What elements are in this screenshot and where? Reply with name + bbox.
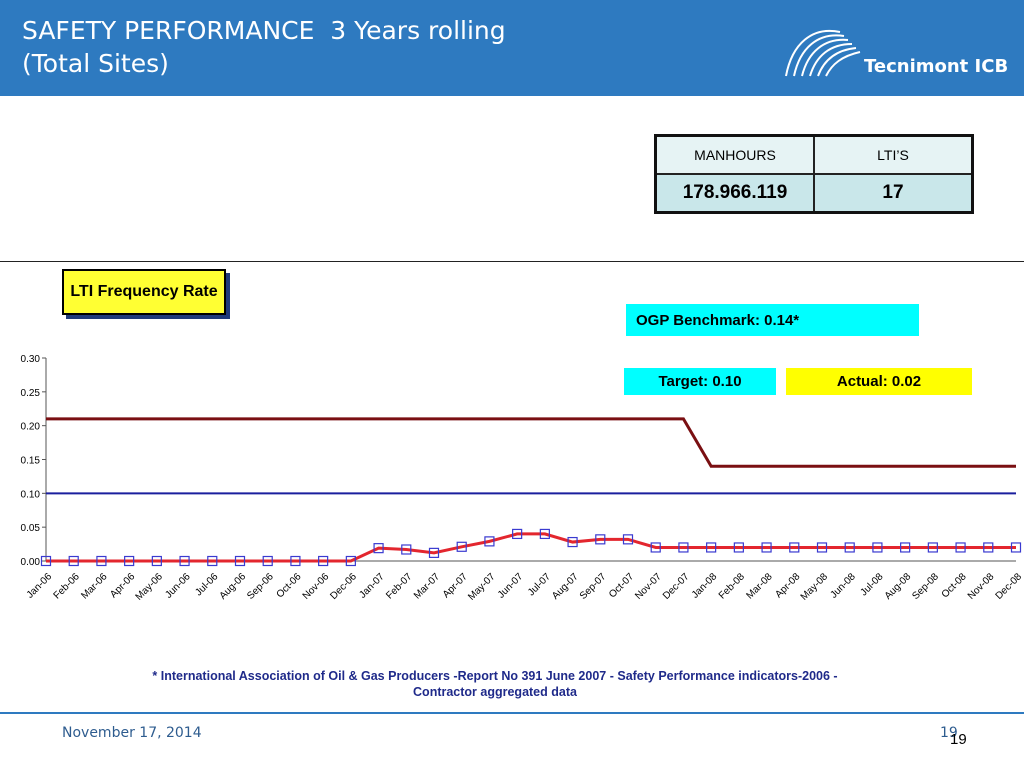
x-tick-label: Feb-08 <box>717 571 747 601</box>
x-tick-label: Jan-06 <box>25 571 55 601</box>
x-tick-label: Aug-07 <box>550 571 581 602</box>
x-tick-label: Mar-07 <box>412 571 442 601</box>
data-point <box>872 542 883 553</box>
data-point <box>900 542 911 553</box>
y-tick-label: 0.25 <box>21 388 41 399</box>
data-point <box>40 555 52 567</box>
x-tick-label: Dec-06 <box>328 571 359 602</box>
x-tick-label: Apr-08 <box>773 571 802 600</box>
footer-date: November 17, 2014 <box>62 725 202 741</box>
x-tick-label: Jan-08 <box>690 571 720 601</box>
data-point <box>290 555 301 567</box>
data-point <box>816 542 828 553</box>
data-point <box>318 555 329 567</box>
x-tick-label: Aug-08 <box>883 571 914 602</box>
x-tick-label: Nov-06 <box>301 571 332 602</box>
data-point <box>622 534 634 545</box>
series-line-1 <box>46 417 1016 468</box>
arcs-logo-icon <box>785 29 861 77</box>
data-point <box>789 542 800 553</box>
x-tick-label: Feb-06 <box>52 571 82 601</box>
data-point <box>512 528 523 540</box>
brand-name: Tecnimont ICB <box>864 56 1009 77</box>
data-point <box>733 542 744 553</box>
data-point <box>1010 542 1022 553</box>
x-tick-label: Apr-06 <box>108 571 137 600</box>
x-tick-label: Dec-08 <box>994 571 1024 602</box>
data-point <box>345 555 356 567</box>
data-point <box>650 542 661 553</box>
slide-title: SAFETY PERFORMANCE 3 Years rolling (Tota… <box>22 16 506 78</box>
x-tick-label: Jun-08 <box>828 571 858 601</box>
manhours-value: 178.966.119 <box>654 173 815 214</box>
ogp-benchmark-label: OGP Benchmark: 0.14* <box>626 304 919 336</box>
manhours-header: MANHOURS <box>654 134 815 175</box>
y-tick-label: 0.30 <box>21 354 41 365</box>
x-tick-label: May-07 <box>466 571 498 603</box>
x-tick-label: Aug-06 <box>218 571 249 602</box>
data-point <box>539 528 550 540</box>
x-tick-label: Mar-08 <box>745 571 775 601</box>
data-point <box>955 542 966 553</box>
x-tick-label: Nov-08 <box>966 571 997 602</box>
x-tick-label: Sep-07 <box>578 571 609 602</box>
data-point <box>567 536 578 548</box>
data-point <box>68 555 79 567</box>
data-point <box>706 542 717 553</box>
x-tick-label: May-08 <box>799 571 831 603</box>
x-tick-label: Feb-07 <box>384 571 414 601</box>
ltis-header: LTI’S <box>813 134 974 175</box>
lti-title-box: LTI Frequency Rate <box>62 269 226 315</box>
x-tick-label: Jun-07 <box>496 571 526 601</box>
data-point <box>124 555 135 567</box>
data-point <box>983 542 994 553</box>
x-tick-label: Jan-07 <box>357 571 387 601</box>
stats-table: MANHOURS LTI’S 178.966.119 17 <box>654 134 974 214</box>
ltis-value: 17 <box>813 173 974 214</box>
x-tick-label: Dec-07 <box>661 571 692 602</box>
footer-rule <box>0 712 1024 714</box>
x-tick-label: Sep-08 <box>910 571 941 602</box>
x-tick-label: May-06 <box>134 571 166 603</box>
data-point <box>761 542 772 553</box>
page-number: 19 <box>940 725 958 741</box>
actual-label: Actual: 0.02 <box>786 368 972 395</box>
data-point <box>96 555 107 567</box>
data-point <box>401 544 412 555</box>
data-point <box>844 542 855 553</box>
y-tick-label: 0.00 <box>21 557 41 568</box>
footnote: * International Association of Oil & Gas… <box>152 669 838 699</box>
data-point <box>207 555 218 567</box>
data-point <box>151 555 162 567</box>
header-banner: SAFETY PERFORMANCE 3 Years rolling (Tota… <box>0 0 1024 96</box>
y-tick-label: 0.05 <box>21 523 41 534</box>
x-tick-label: Oct-08 <box>940 571 969 600</box>
brand-logo: Tecnimont ICB <box>778 14 1018 84</box>
data-point <box>484 536 495 547</box>
x-tick-label: Sep-06 <box>245 571 276 602</box>
x-tick-label: Oct-06 <box>275 571 304 600</box>
x-tick-label: Nov-07 <box>633 571 664 602</box>
series-line-0 <box>46 532 1016 563</box>
x-tick-label: Mar-06 <box>79 571 109 601</box>
data-point <box>927 542 938 553</box>
data-point <box>428 547 440 558</box>
data-point <box>262 555 273 567</box>
data-point <box>678 542 689 553</box>
data-point <box>456 541 467 552</box>
data-point <box>179 555 190 567</box>
data-point <box>373 543 384 554</box>
data-point <box>595 534 606 545</box>
x-tick-label: Apr-07 <box>441 571 470 600</box>
data-point <box>234 555 246 567</box>
section-divider <box>0 261 1024 262</box>
lti-frequency-chart: 0.00 0.05 0.10 0.15 0.20 0.25 0.30 Jan-06Feb-06… <box>21 354 1024 603</box>
y-tick-label: 0.10 <box>21 489 41 500</box>
target-label: Target: 0.10 <box>624 368 776 395</box>
x-tick-label: Oct-07 <box>607 571 636 600</box>
y-tick-label: 0.15 <box>21 456 41 467</box>
x-tick-label: Jun-06 <box>163 571 193 601</box>
y-tick-label: 0.20 <box>21 422 41 433</box>
page-number-overlay: 19 <box>950 731 967 748</box>
